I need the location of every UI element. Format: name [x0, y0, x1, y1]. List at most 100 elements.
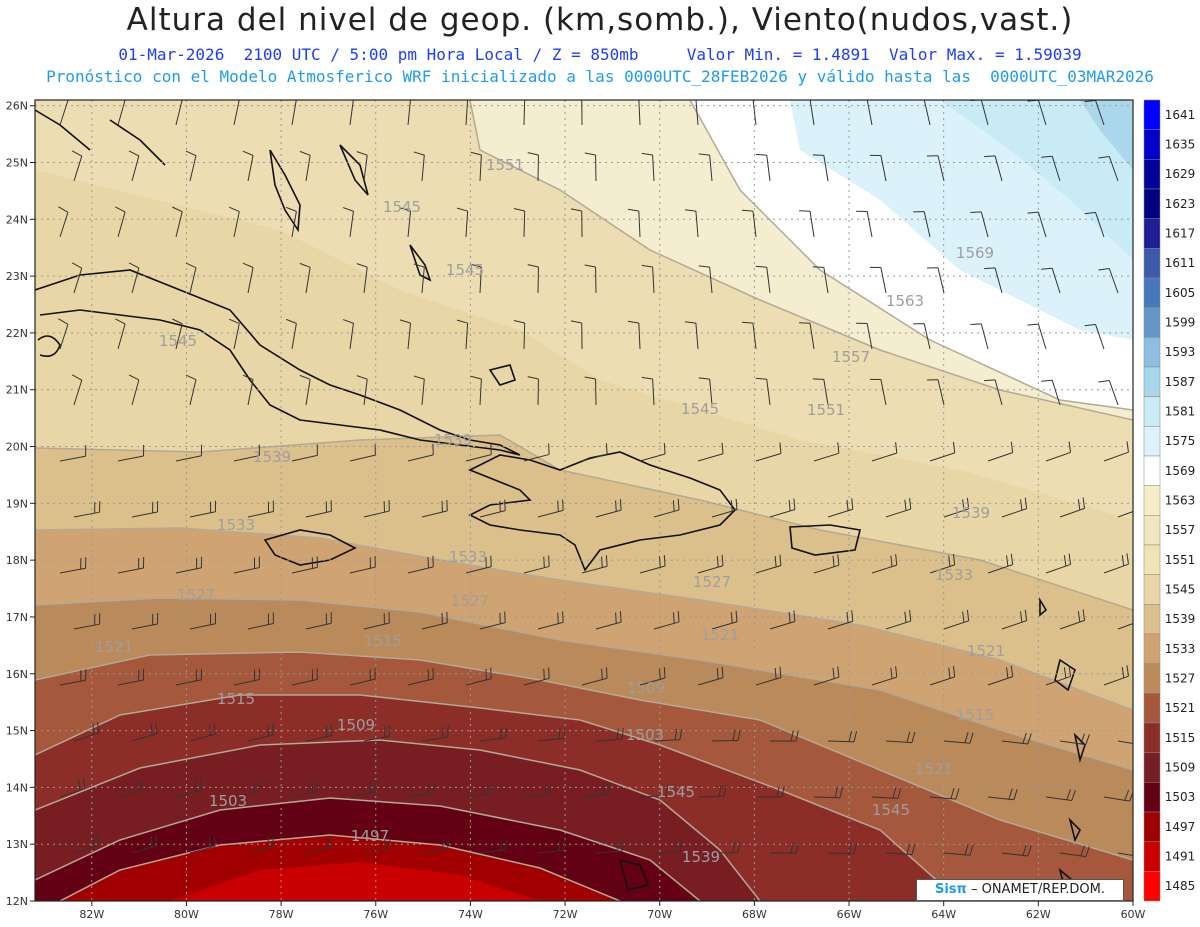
lon-label: 74W — [458, 908, 483, 921]
wind-barb — [349, 556, 376, 574]
legend-label: 1539 — [1165, 612, 1196, 626]
wind-barb — [943, 844, 974, 856]
wind-barb — [479, 838, 508, 854]
wind-barb — [421, 611, 448, 630]
wind-barb — [185, 262, 197, 294]
wind-barb — [987, 788, 1018, 801]
wind-barb — [755, 666, 782, 686]
wind-barb — [653, 840, 683, 854]
legend-label: 1611 — [1165, 256, 1196, 270]
wind-barb — [769, 730, 799, 742]
wind-barb — [943, 497, 970, 518]
wind-barb — [871, 787, 902, 799]
wind-barb — [1045, 789, 1076, 801]
wind-barb — [413, 263, 425, 294]
wind-barb — [470, 151, 482, 182]
wind-barb — [356, 151, 368, 182]
wind-barb — [363, 725, 391, 742]
wind-barb — [698, 153, 713, 182]
wind-barb — [421, 837, 449, 854]
wind-barb — [527, 264, 539, 294]
wind-barb — [638, 100, 641, 126]
wind-barb — [926, 155, 945, 182]
wind-barb — [871, 554, 898, 574]
wind-barb — [869, 154, 887, 182]
contour-label: 1545 — [446, 261, 484, 279]
wind-barb — [349, 444, 376, 462]
legend-swatch — [1143, 693, 1161, 724]
wind-barb — [185, 374, 197, 406]
wind-barb — [349, 781, 377, 798]
lat-label: 25N — [6, 156, 28, 169]
wind-barb — [470, 263, 482, 294]
lon-label: 70W — [647, 908, 672, 921]
lat-label: 19N — [6, 497, 28, 510]
wind-barb — [117, 778, 144, 798]
wind-barb — [465, 555, 492, 574]
contour-label: 1563 — [886, 292, 924, 310]
lat-label: 15N — [6, 725, 28, 738]
wind-barb — [755, 265, 771, 294]
contour-label: 1503 — [209, 792, 247, 810]
wind-barb — [527, 376, 539, 406]
wind-barb — [131, 500, 159, 518]
wind-barb — [799, 322, 815, 350]
wind-barb — [866, 100, 873, 126]
wind-barb — [827, 610, 854, 630]
wind-barb — [871, 442, 898, 462]
wind-barb — [523, 555, 550, 574]
wind-barb — [71, 262, 83, 294]
legend-label: 1605 — [1165, 286, 1196, 300]
wind-barb — [189, 612, 216, 630]
wind-barb — [984, 267, 1003, 294]
wind-barb — [627, 208, 641, 238]
legend-label: 1593 — [1165, 345, 1196, 359]
wind-barb — [641, 264, 655, 294]
legend-label: 1521 — [1165, 701, 1196, 715]
wind-barb — [73, 501, 101, 518]
wind-barb — [885, 610, 912, 630]
wind-barb — [456, 207, 469, 238]
legend-label: 1551 — [1165, 553, 1196, 567]
wind-barb — [479, 611, 506, 630]
wind-barb — [229, 206, 240, 238]
wind-barb — [627, 320, 641, 350]
contour-label: 1533 — [449, 548, 487, 566]
wind-barb — [233, 100, 240, 126]
legend-swatch — [1143, 426, 1161, 457]
wind-barb — [233, 668, 260, 686]
wind-barb — [131, 834, 158, 854]
wind-barb — [1084, 211, 1105, 238]
wind-barb — [639, 442, 666, 462]
wind-barb — [342, 207, 354, 238]
contour-label: 1539 — [682, 848, 720, 866]
wind-barb — [813, 666, 840, 686]
wind-barb — [59, 777, 86, 798]
wind-barb — [581, 783, 610, 798]
wind-barb — [407, 667, 434, 686]
wind-barb — [698, 265, 713, 294]
wind-barb — [827, 730, 858, 743]
contour-label: 1551 — [807, 401, 845, 419]
wind-barb — [1084, 100, 1105, 126]
forecast-time-line: 01-Mar-2026 2100 UTC / 5:00 pm Hora Loca… — [118, 45, 1082, 64]
wind-barb — [926, 379, 945, 406]
wind-barb — [456, 319, 469, 350]
legend-label: 1581 — [1165, 405, 1196, 419]
wind-barb — [185, 150, 197, 182]
wind-barb — [581, 555, 608, 574]
wind-barb — [885, 843, 916, 856]
legend-swatch — [1143, 366, 1161, 397]
wind-barb — [527, 152, 539, 182]
wind-barb — [305, 836, 332, 854]
wind-barb — [809, 100, 815, 126]
wind-barb — [711, 729, 741, 742]
wind-barb — [984, 379, 1003, 406]
wind-barb — [1117, 511, 1133, 518]
lat-label: 20N — [6, 441, 28, 454]
legend-label: 1635 — [1165, 138, 1196, 152]
wind-barb — [305, 500, 332, 518]
wind-barb — [769, 842, 799, 854]
wind-barb — [247, 723, 274, 742]
legend-swatch — [1143, 396, 1161, 427]
